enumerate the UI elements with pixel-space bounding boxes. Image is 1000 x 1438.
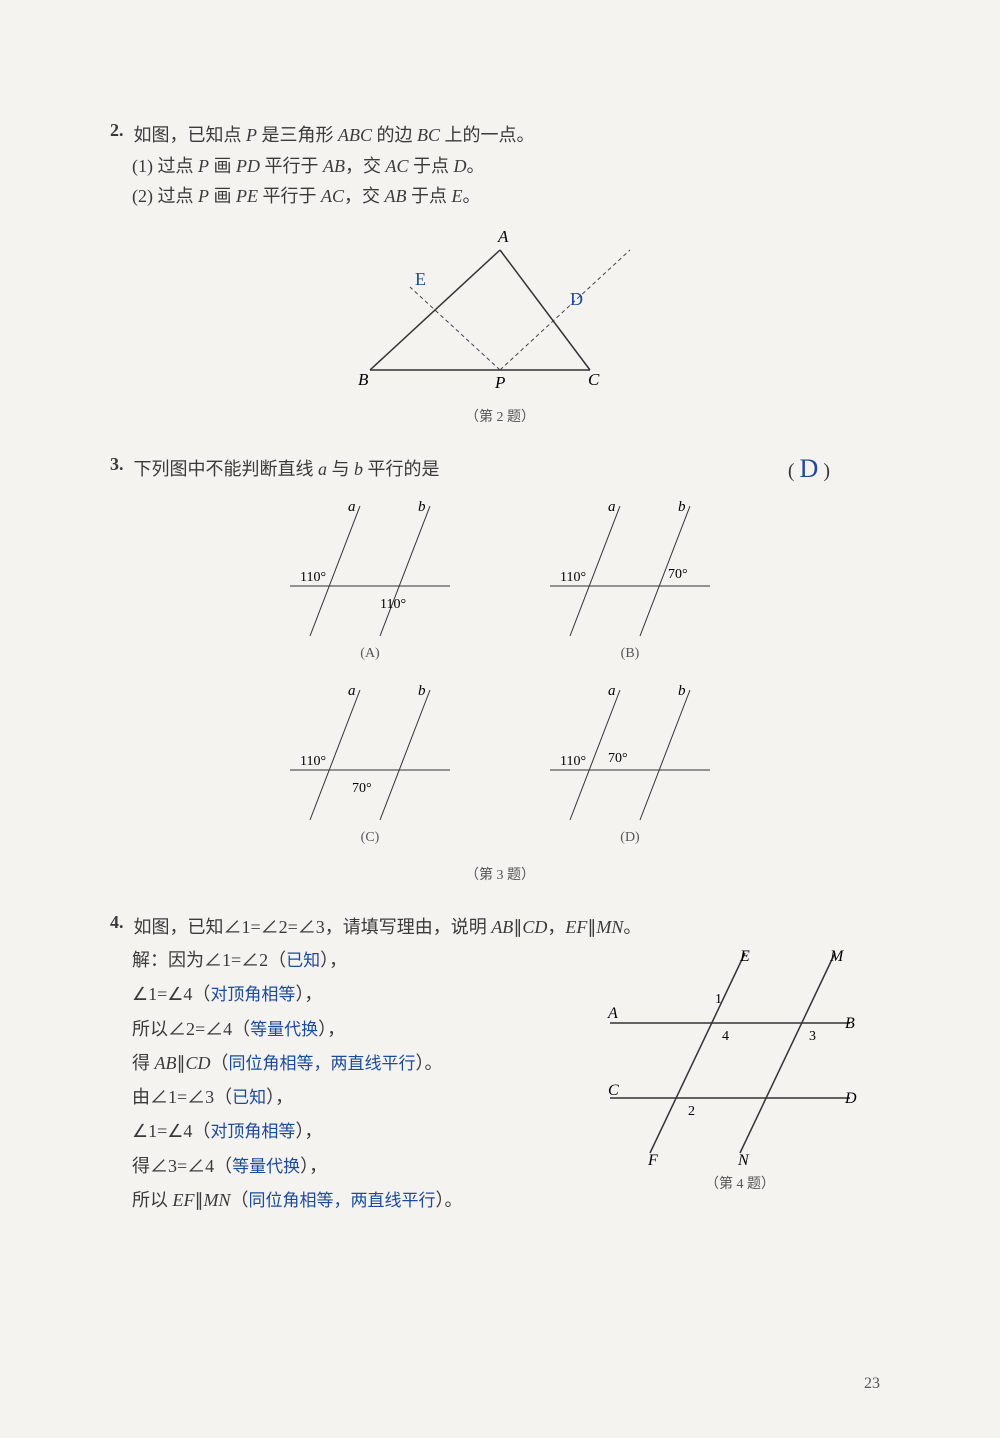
label-D: D (570, 289, 583, 309)
problem-2-sub1: (1) 过点 P 画 PD 平行于 AB，交 AC 于点 D。 (132, 151, 890, 182)
answer-3-written: D (800, 454, 819, 483)
svg-text:N: N (737, 1152, 750, 1169)
svg-text:F: F (647, 1152, 658, 1169)
problem-4-text: 如图，已知∠1=∠2=∠3，请填写理由，说明 AB∥CD，EF∥MN。 (134, 912, 642, 943)
svg-text:110°: 110° (560, 754, 586, 769)
problem-4-number: 4. (110, 912, 124, 943)
problem-2-number: 2. (110, 120, 124, 151)
svg-text:4: 4 (722, 1029, 729, 1044)
svg-text:1: 1 (715, 992, 722, 1007)
figure-4-caption: （第 4 题） (590, 1173, 890, 1193)
option-C: a b 110° 70° (C) (270, 680, 470, 846)
svg-text:3: 3 (809, 1029, 816, 1044)
problem-3-number: 3. (110, 454, 124, 485)
svg-text:a: a (348, 499, 356, 515)
q3-row1: a b 110° 110° (A) a b 110° 70° (B) (110, 496, 890, 662)
svg-text:b: b (678, 499, 686, 515)
svg-text:70°: 70° (668, 567, 688, 582)
label-B: B (358, 370, 369, 389)
problem-2-sub2: (2) 过点 P 画 PE 平行于 AC，交 AB 于点 E。 (132, 181, 890, 212)
q3-row2: a b 110° 70° (C) a b 110° 70° (D) (110, 680, 890, 846)
answer-paren: ( D ) (788, 454, 830, 484)
svg-text:110°: 110° (300, 754, 326, 769)
figure-3-caption: （第 3 题） (110, 864, 890, 884)
svg-text:70°: 70° (608, 751, 628, 766)
svg-text:70°: 70° (352, 781, 372, 796)
label-C: C (588, 370, 600, 389)
problem-2-text: 如图，已知点 P 是三角形 ABC 的边 BC 上的一点。 (134, 120, 535, 151)
problem-3-text: 下列图中不能判断直线 a 与 b 平行的是 (134, 454, 440, 485)
svg-text:C: C (608, 1082, 619, 1099)
svg-text:A: A (607, 1005, 618, 1022)
problem-4: 4. 如图，已知∠1=∠2=∠3，请填写理由，说明 AB∥CD，EF∥MN。 解… (110, 912, 890, 1217)
label-E: E (415, 269, 426, 289)
figure-4: A B C D E F M N 1 4 3 2 （第 4 题） (590, 943, 890, 1217)
problem-2: 2. 如图，已知点 P 是三角形 ABC 的边 BC 上的一点。 (1) 过点 … (110, 120, 890, 426)
option-D: a b 110° 70° (D) (530, 680, 730, 846)
label-P: P (494, 373, 505, 392)
option-B: a b 110° 70° (B) (530, 496, 730, 662)
svg-text:110°: 110° (300, 570, 326, 585)
svg-text:b: b (418, 683, 426, 699)
svg-text:a: a (348, 683, 356, 699)
page-number: 23 (864, 1375, 880, 1393)
svg-text:a: a (608, 499, 616, 515)
svg-text:b: b (418, 499, 426, 515)
svg-text:110°: 110° (560, 570, 586, 585)
svg-text:M: M (829, 948, 845, 965)
svg-text:b: b (678, 683, 686, 699)
svg-text:110°: 110° (380, 597, 406, 612)
svg-text:a: a (608, 683, 616, 699)
problem-3: 3. 下列图中不能判断直线 a 与 b 平行的是 ( D ) a b 110° … (110, 454, 890, 885)
svg-text:D: D (844, 1090, 857, 1107)
svg-text:2: 2 (688, 1104, 695, 1119)
figure-2-caption: （第 2 题） (110, 406, 890, 426)
q4-solution: 解：因为∠1=∠2（已知）， ∠1=∠4（对顶角相等）， 所以∠2=∠4（等量代… (110, 943, 590, 1217)
svg-text:E: E (739, 948, 750, 965)
option-A: a b 110° 110° (A) (270, 496, 470, 662)
svg-text:B: B (845, 1015, 855, 1032)
label-A: A (497, 230, 509, 246)
figure-2: A B C P E D (330, 230, 670, 400)
